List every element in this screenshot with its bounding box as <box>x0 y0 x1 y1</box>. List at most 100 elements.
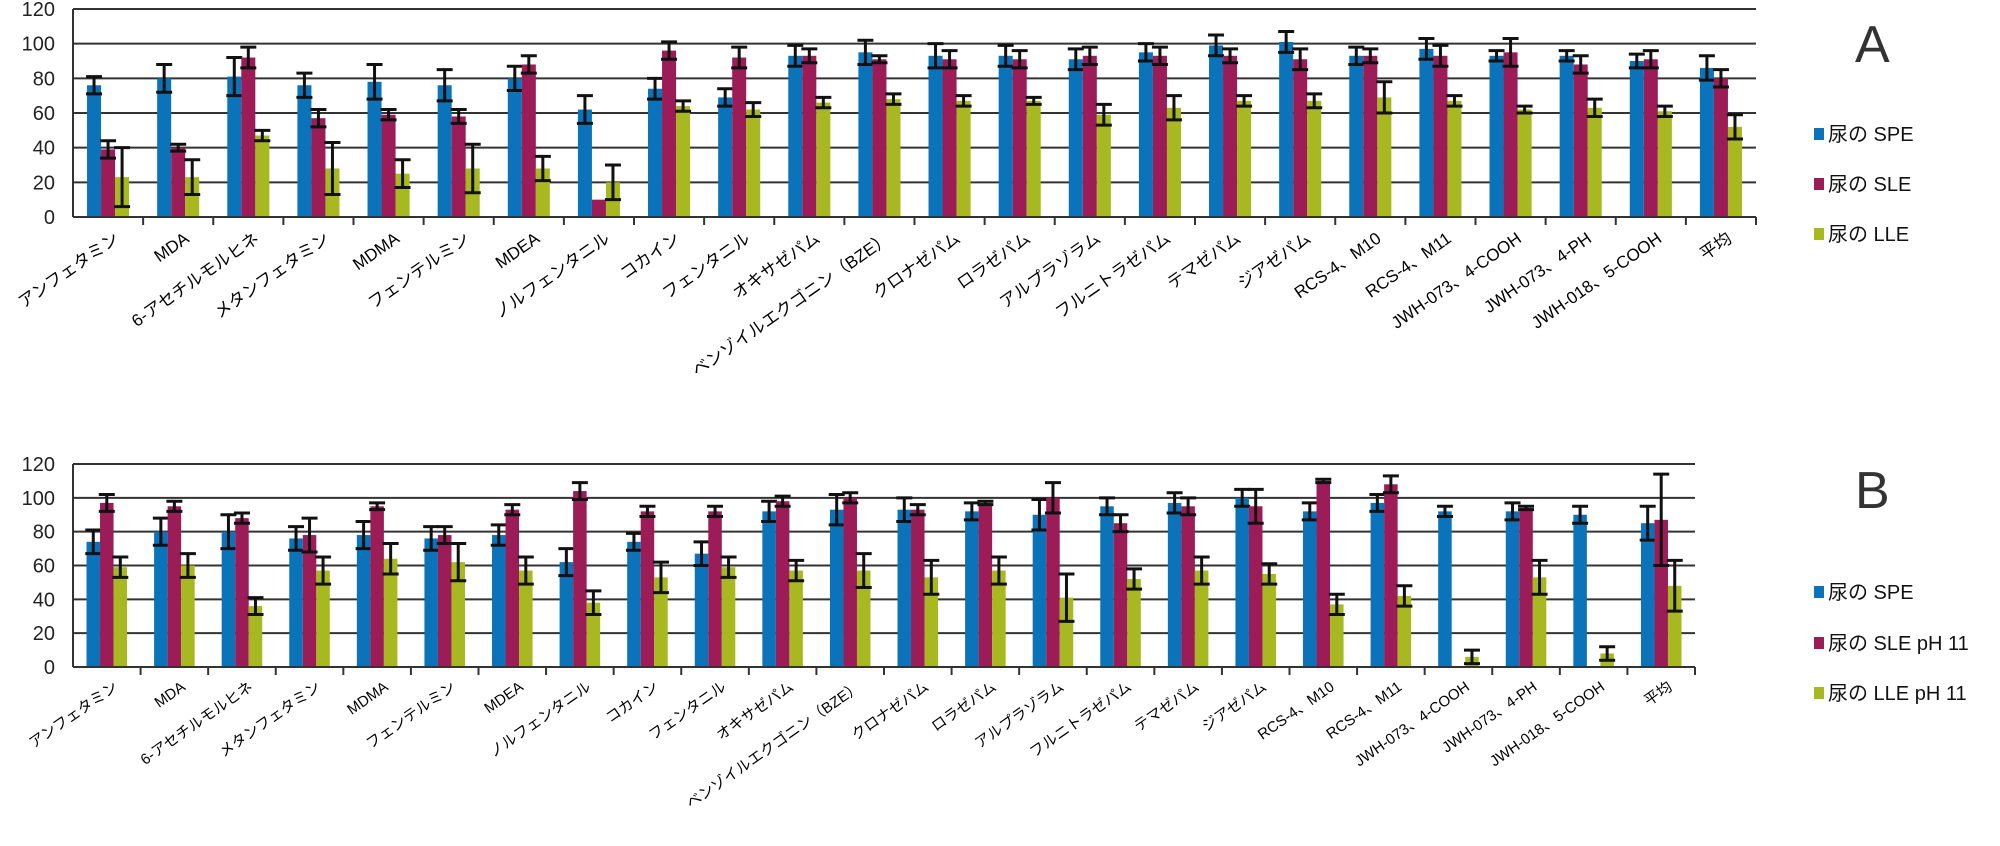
bar-2 <box>1384 484 1398 667</box>
error-bar <box>1025 95 1042 106</box>
error-bar <box>842 491 859 505</box>
bar-3 <box>1377 97 1392 217</box>
y-tick-label: 120 <box>22 454 55 476</box>
error-bar <box>1180 496 1197 517</box>
bar-1 <box>437 85 452 218</box>
bar-1 <box>297 85 312 218</box>
bar-2 <box>101 149 116 217</box>
x-tick-label: JWH-073、4-COOH <box>1388 229 1525 333</box>
bar-1 <box>648 88 663 217</box>
bar-2 <box>708 511 722 667</box>
error-bar <box>720 555 737 579</box>
error-bar <box>1432 43 1449 68</box>
legend-swatch <box>1814 228 1824 240</box>
bar-1 <box>627 541 641 667</box>
error-bar <box>745 101 762 118</box>
bar-1 <box>1279 41 1294 217</box>
error-bar <box>1504 501 1521 522</box>
error-bar <box>490 523 507 547</box>
bar-2 <box>1316 480 1331 667</box>
bar-2 <box>911 509 925 667</box>
bar-2 <box>1654 519 1668 667</box>
error-bar <box>1502 36 1519 68</box>
bar-3 <box>992 570 1006 667</box>
x-tick-label: JWH-018、5-COOH <box>1487 678 1608 770</box>
bar-3 <box>789 570 803 667</box>
bar-1 <box>87 85 102 218</box>
legend-label: 尿の SLE pH 11 <box>1828 633 1969 655</box>
error-bar <box>661 40 678 61</box>
legend-swatch <box>1814 586 1824 598</box>
error-bar <box>366 62 383 101</box>
bar-3 <box>113 567 128 667</box>
error-bar <box>1376 80 1393 115</box>
error-bar <box>534 154 551 183</box>
bar-1 <box>154 531 168 667</box>
x-tick-label: 平均 <box>1696 229 1735 264</box>
bar-3 <box>395 173 410 217</box>
error-bar <box>112 555 129 579</box>
bar-2 <box>1046 497 1060 667</box>
bar-2 <box>1433 55 1448 217</box>
bar-3 <box>721 567 736 667</box>
bar-3 <box>383 558 398 667</box>
x-tick-label: JWH-073、4-COOH <box>1352 678 1473 770</box>
bar-2 <box>1573 64 1588 217</box>
legend-label: 尿の SLE <box>1828 174 1911 196</box>
error-bar <box>1488 49 1505 63</box>
error-bar <box>558 547 575 578</box>
bar-1 <box>1489 55 1504 217</box>
bar-1 <box>1573 514 1587 667</box>
panel-label: A <box>1855 16 1890 74</box>
error-bar <box>675 99 692 113</box>
error-bar <box>1572 54 1589 75</box>
bar-1 <box>762 511 776 667</box>
legend-swatch <box>1814 637 1824 649</box>
legend-swatch <box>1814 687 1824 699</box>
error-bar <box>1531 558 1548 596</box>
bar-3 <box>654 577 668 667</box>
error-bar <box>927 42 944 70</box>
error-bar <box>1222 47 1239 65</box>
error-bar <box>382 542 399 576</box>
bar-3 <box>1657 111 1672 217</box>
x-tick-label: MDEA <box>481 678 526 717</box>
bar-3 <box>886 99 901 217</box>
bar-3 <box>1127 579 1141 667</box>
bar-1 <box>289 538 303 667</box>
legend-swatch <box>1814 128 1824 140</box>
bar-3 <box>1447 100 1462 217</box>
error-bar <box>170 142 187 153</box>
error-bar <box>114 146 131 209</box>
x-tick-label: ノルフェンタニル <box>491 229 613 323</box>
bar-3 <box>856 570 871 667</box>
bar-1 <box>998 55 1013 217</box>
error-bar <box>761 499 778 524</box>
legend-label: 尿の LLE pH 11 <box>1828 683 1967 705</box>
x-tick-label: 平均 <box>1641 678 1675 709</box>
error-bar <box>1099 496 1116 517</box>
error-bar <box>693 540 710 567</box>
error-bar <box>380 108 397 122</box>
error-bar <box>184 158 201 196</box>
y-tick-label: 0 <box>44 657 55 679</box>
error-bar <box>179 552 196 579</box>
x-tick-label: MDA <box>151 228 193 266</box>
bar-2 <box>100 502 114 667</box>
bar-3 <box>1096 114 1111 217</box>
y-tick-label: 120 <box>22 0 55 21</box>
bar-3 <box>248 606 263 667</box>
bar-2 <box>505 509 520 667</box>
y-tick-label: 60 <box>33 103 55 125</box>
y-tick-label: 40 <box>33 589 55 611</box>
bar-2 <box>1363 55 1378 217</box>
error-bar <box>857 38 874 66</box>
bar-1 <box>1032 514 1047 667</box>
error-bar <box>1446 94 1463 108</box>
error-bar <box>963 501 980 522</box>
bar-2 <box>1503 52 1518 218</box>
bar-3 <box>1667 585 1682 667</box>
error-bar <box>1234 487 1251 508</box>
error-bar <box>1095 102 1112 127</box>
